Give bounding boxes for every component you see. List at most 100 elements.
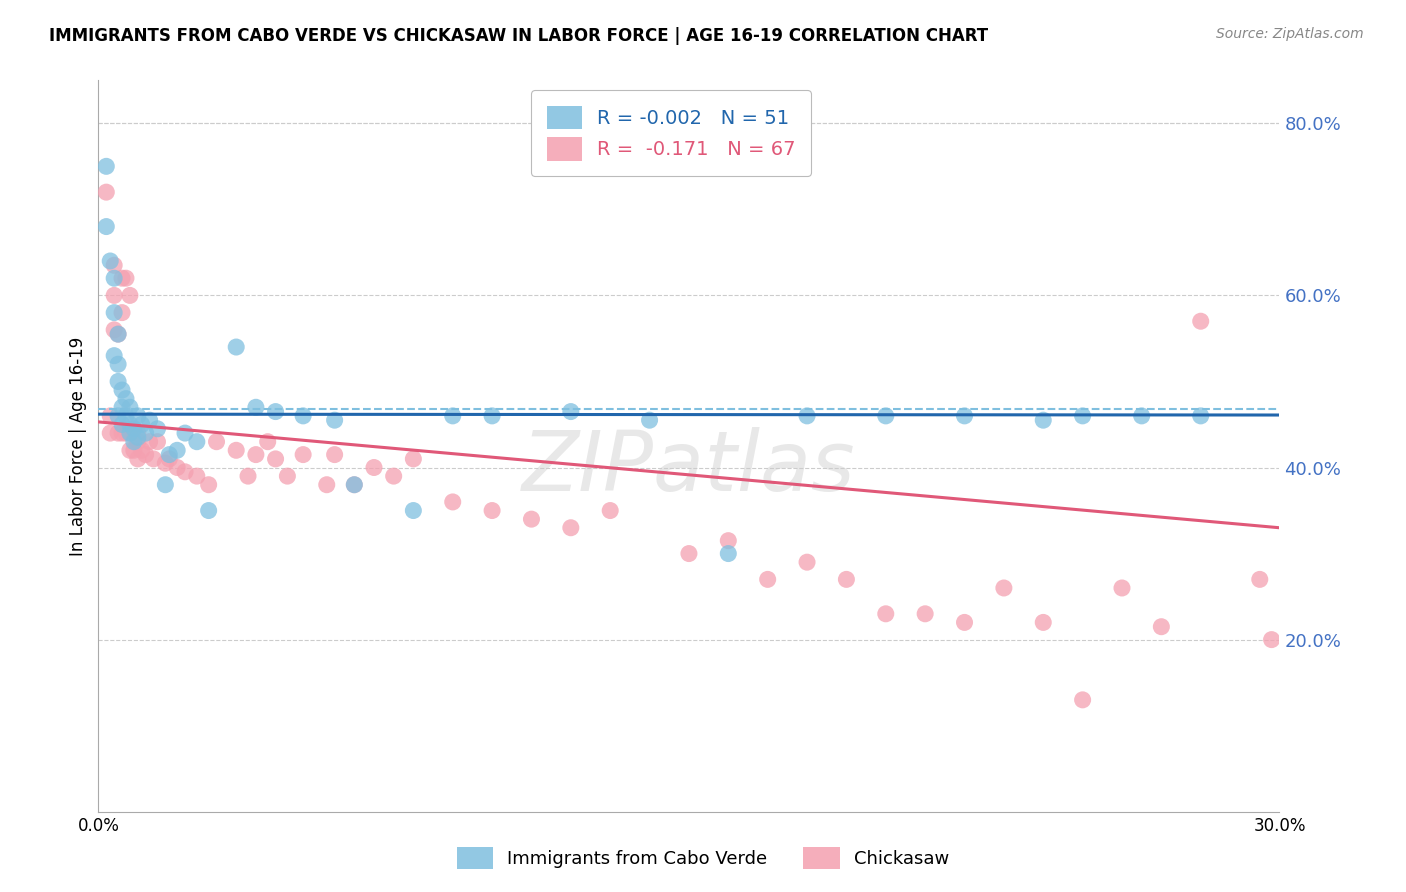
- Point: [264, 451, 287, 466]
- Point: [875, 409, 897, 423]
- Point: [115, 392, 138, 406]
- Point: [118, 426, 141, 441]
- Point: [107, 375, 129, 389]
- Point: [1071, 409, 1094, 423]
- Point: [441, 495, 464, 509]
- Point: [107, 357, 129, 371]
- Point: [111, 383, 134, 397]
- Point: [146, 422, 169, 436]
- Point: [1150, 620, 1173, 634]
- Point: [96, 159, 118, 173]
- Point: [174, 426, 197, 441]
- Point: [111, 305, 134, 319]
- Point: [127, 430, 149, 444]
- Point: [245, 448, 267, 462]
- Point: [441, 409, 464, 423]
- Point: [1032, 413, 1054, 427]
- Point: [1130, 409, 1153, 423]
- Point: [323, 413, 346, 427]
- Point: [142, 451, 165, 466]
- Point: [115, 426, 138, 441]
- Point: [122, 443, 145, 458]
- Point: [103, 323, 125, 337]
- Point: [155, 477, 177, 491]
- Point: [914, 607, 936, 621]
- Legend: R = -0.002   N = 51, R =  -0.171   N = 67: R = -0.002 N = 51, R = -0.171 N = 67: [531, 90, 811, 177]
- Point: [560, 404, 582, 418]
- Point: [157, 451, 180, 466]
- Point: [796, 409, 818, 423]
- Text: ZIPatlas: ZIPatlas: [522, 427, 856, 508]
- Point: [717, 533, 740, 548]
- Point: [98, 254, 121, 268]
- Point: [292, 448, 315, 462]
- Point: [107, 426, 129, 441]
- Point: [638, 413, 661, 427]
- Point: [1189, 409, 1212, 423]
- Point: [96, 219, 118, 234]
- Point: [135, 426, 157, 441]
- Point: [186, 434, 208, 449]
- Point: [118, 401, 141, 415]
- Y-axis label: In Labor Force | Age 16-19: In Labor Force | Age 16-19: [69, 336, 87, 556]
- Point: [205, 434, 228, 449]
- Point: [236, 469, 259, 483]
- Point: [1071, 693, 1094, 707]
- Point: [111, 417, 134, 432]
- Point: [111, 426, 134, 441]
- Point: [115, 409, 138, 423]
- Point: [225, 443, 247, 458]
- Point: [111, 401, 134, 415]
- Point: [343, 477, 366, 491]
- Point: [993, 581, 1015, 595]
- Point: [174, 465, 197, 479]
- Point: [166, 443, 188, 458]
- Point: [276, 469, 298, 483]
- Point: [264, 404, 287, 418]
- Point: [256, 434, 278, 449]
- Point: [107, 409, 129, 423]
- Point: [953, 409, 976, 423]
- Point: [756, 573, 779, 587]
- Point: [118, 417, 141, 432]
- Point: [118, 426, 141, 441]
- Point: [1249, 573, 1271, 587]
- Point: [103, 258, 125, 272]
- Point: [315, 477, 337, 491]
- Legend: Immigrants from Cabo Verde, Chickasaw: Immigrants from Cabo Verde, Chickasaw: [447, 838, 959, 879]
- Point: [1111, 581, 1133, 595]
- Point: [115, 271, 138, 285]
- Point: [98, 426, 121, 441]
- Point: [107, 327, 129, 342]
- Point: [127, 409, 149, 423]
- Point: [127, 426, 149, 441]
- Point: [599, 503, 621, 517]
- Point: [197, 503, 219, 517]
- Point: [122, 422, 145, 436]
- Point: [481, 503, 503, 517]
- Point: [953, 615, 976, 630]
- Point: [717, 547, 740, 561]
- Point: [96, 185, 118, 199]
- Point: [678, 547, 700, 561]
- Point: [796, 555, 818, 569]
- Point: [103, 271, 125, 285]
- Text: IMMIGRANTS FROM CABO VERDE VS CHICKASAW IN LABOR FORCE | AGE 16-19 CORRELATION C: IMMIGRANTS FROM CABO VERDE VS CHICKASAW …: [49, 27, 988, 45]
- Point: [835, 573, 858, 587]
- Point: [382, 469, 405, 483]
- Point: [520, 512, 543, 526]
- Point: [560, 521, 582, 535]
- Point: [138, 413, 160, 427]
- Point: [343, 477, 366, 491]
- Point: [122, 422, 145, 436]
- Point: [166, 460, 188, 475]
- Point: [402, 451, 425, 466]
- Point: [1189, 314, 1212, 328]
- Text: Source: ZipAtlas.com: Source: ZipAtlas.com: [1216, 27, 1364, 41]
- Point: [323, 448, 346, 462]
- Point: [155, 456, 177, 470]
- Point: [1032, 615, 1054, 630]
- Point: [118, 443, 141, 458]
- Point: [481, 409, 503, 423]
- Point: [146, 434, 169, 449]
